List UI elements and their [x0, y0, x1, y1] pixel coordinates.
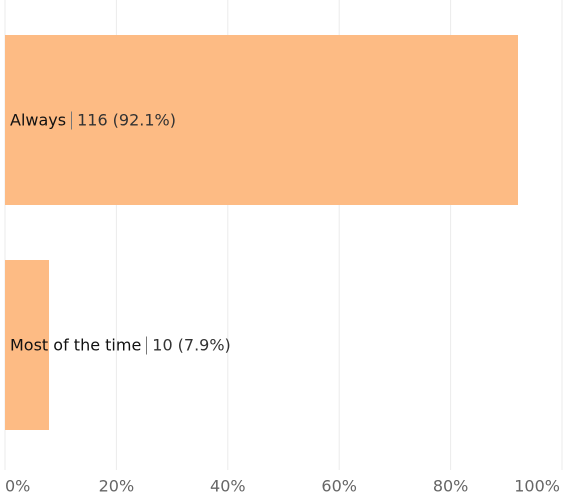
value-label: (7.9%): [177, 335, 231, 355]
x-tick-label: 20%: [99, 477, 135, 496]
value-label: (92.1%): [112, 110, 176, 130]
category-label: Most of the time: [10, 335, 142, 355]
count-label: 116: [77, 110, 108, 130]
x-tick-label: 100%: [514, 477, 560, 496]
category-label: Always: [10, 110, 67, 130]
x-tick-label: 60%: [321, 477, 357, 496]
bar: [5, 260, 50, 430]
x-tick-label: 0%: [5, 477, 30, 496]
x-tick-label: 40%: [210, 477, 246, 496]
count-label: 10: [152, 335, 173, 355]
bar: [5, 35, 518, 205]
separator: [146, 336, 148, 354]
bar-label: Always 116 (92.1%): [10, 111, 176, 130]
separator: [71, 111, 73, 129]
bar-label: Most of the time 10 (7.9%): [10, 336, 231, 355]
x-tick-label: 80%: [433, 477, 469, 496]
